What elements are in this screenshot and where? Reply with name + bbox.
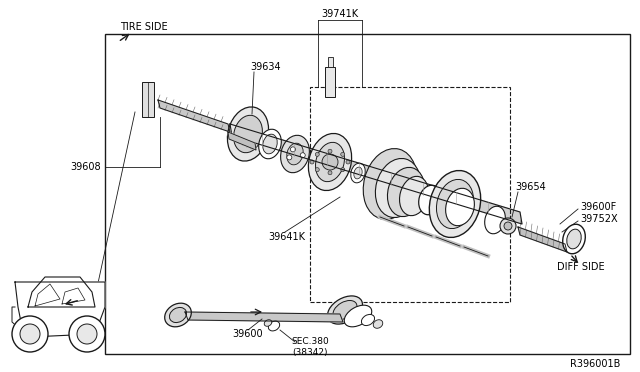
Text: 39752X: 39752X — [580, 214, 618, 224]
Circle shape — [328, 149, 332, 153]
Ellipse shape — [567, 229, 581, 249]
Text: TIRE SIDE: TIRE SIDE — [120, 22, 168, 32]
Ellipse shape — [387, 167, 424, 217]
Ellipse shape — [344, 305, 372, 327]
Circle shape — [12, 316, 48, 352]
Circle shape — [316, 168, 319, 171]
Circle shape — [316, 153, 319, 156]
Circle shape — [310, 160, 314, 164]
Ellipse shape — [445, 188, 474, 226]
Circle shape — [322, 154, 338, 170]
Ellipse shape — [170, 307, 186, 323]
Circle shape — [300, 153, 305, 158]
Circle shape — [500, 218, 516, 234]
Ellipse shape — [429, 170, 481, 237]
Ellipse shape — [362, 314, 374, 326]
Ellipse shape — [436, 179, 474, 228]
Text: 39600: 39600 — [232, 329, 262, 339]
Ellipse shape — [376, 158, 420, 218]
Ellipse shape — [259, 129, 282, 159]
Text: 39608: 39608 — [70, 162, 100, 172]
Polygon shape — [158, 100, 230, 132]
Circle shape — [340, 168, 345, 171]
Ellipse shape — [399, 176, 428, 216]
Polygon shape — [28, 277, 95, 307]
Circle shape — [69, 316, 105, 352]
Ellipse shape — [268, 321, 280, 331]
Circle shape — [504, 222, 512, 230]
Text: R396001B: R396001B — [570, 359, 620, 369]
Polygon shape — [185, 312, 343, 322]
Ellipse shape — [164, 303, 191, 327]
Ellipse shape — [484, 206, 506, 234]
Ellipse shape — [264, 320, 272, 326]
Bar — [328, 57, 333, 67]
Circle shape — [20, 324, 40, 344]
Ellipse shape — [280, 135, 309, 173]
Polygon shape — [15, 282, 105, 337]
Bar — [142, 82, 154, 117]
Ellipse shape — [364, 148, 417, 219]
Text: 39641K: 39641K — [268, 232, 305, 242]
Circle shape — [346, 160, 350, 164]
Circle shape — [287, 155, 292, 160]
Bar — [325, 67, 335, 97]
Circle shape — [328, 171, 332, 175]
Polygon shape — [518, 227, 567, 252]
Ellipse shape — [287, 143, 303, 165]
Text: 39741K: 39741K — [321, 9, 358, 19]
Text: 39634: 39634 — [250, 62, 280, 72]
Ellipse shape — [263, 134, 277, 154]
Bar — [105, 34, 630, 354]
Text: 39654: 39654 — [515, 182, 546, 192]
Ellipse shape — [351, 163, 365, 183]
Polygon shape — [228, 132, 256, 150]
Ellipse shape — [234, 115, 262, 153]
Ellipse shape — [333, 301, 357, 320]
Ellipse shape — [563, 224, 586, 254]
Ellipse shape — [227, 107, 269, 161]
Text: 39600F: 39600F — [580, 202, 616, 212]
Circle shape — [340, 153, 345, 156]
Text: DIFF SIDE: DIFF SIDE — [557, 262, 605, 272]
Ellipse shape — [373, 320, 383, 328]
Ellipse shape — [354, 167, 362, 179]
Circle shape — [77, 324, 97, 344]
Text: SEC.380
(38342): SEC.380 (38342) — [291, 337, 329, 357]
Circle shape — [291, 147, 296, 152]
Bar — [310, 87, 510, 302]
Ellipse shape — [328, 296, 362, 324]
Polygon shape — [230, 124, 522, 224]
Ellipse shape — [419, 185, 442, 215]
Ellipse shape — [308, 134, 351, 190]
Ellipse shape — [316, 142, 344, 182]
